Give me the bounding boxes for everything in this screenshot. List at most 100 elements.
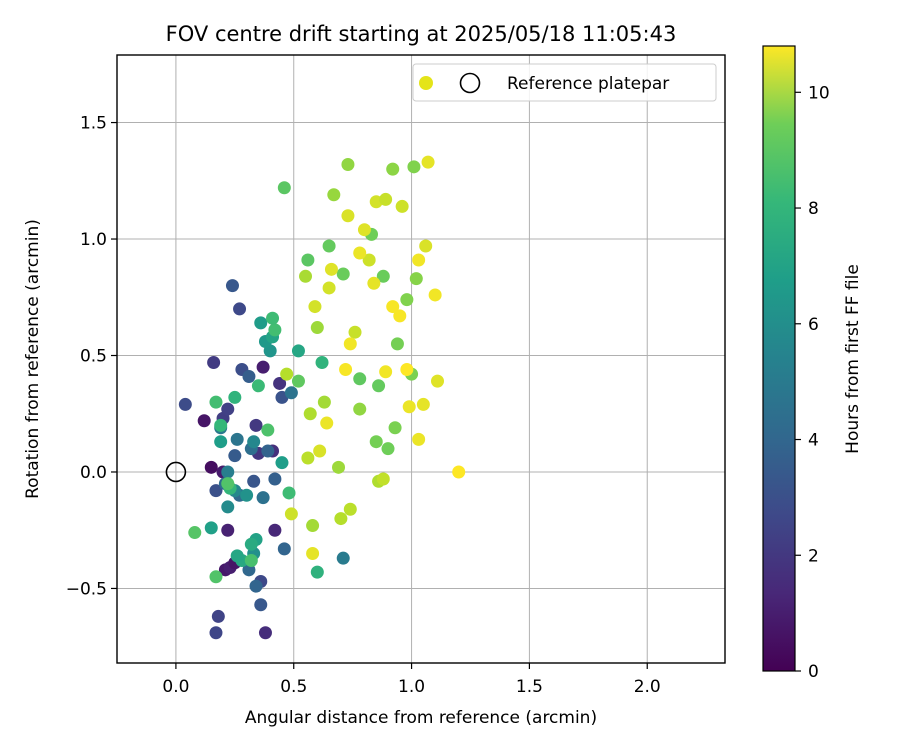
data-point xyxy=(188,526,202,540)
data-point xyxy=(207,355,221,369)
data-point xyxy=(388,421,402,435)
data-point xyxy=(247,435,261,449)
data-point xyxy=(256,491,270,505)
legend-box xyxy=(412,63,717,102)
data-point xyxy=(178,397,192,411)
data-point xyxy=(291,344,305,358)
colorbar: 0 2 4 6 8 10 Hours from first FF file xyxy=(762,45,863,682)
data-point xyxy=(204,460,218,474)
data-point xyxy=(336,267,350,281)
data-point xyxy=(315,355,329,369)
data-point xyxy=(256,360,270,374)
data-point xyxy=(317,395,331,409)
data-point xyxy=(266,311,280,325)
data-point xyxy=(407,160,421,174)
y-tick-label: 0.0 xyxy=(80,463,107,483)
data-point xyxy=(209,484,223,498)
data-point xyxy=(273,376,287,390)
axes-frame xyxy=(116,54,726,664)
x-tick-label: 1.0 xyxy=(398,677,425,697)
legend-reference-marker xyxy=(459,72,481,94)
data-point xyxy=(225,279,239,293)
y-axis-label: Rotation from reference (arcmin) xyxy=(23,219,43,499)
data-point xyxy=(341,209,355,223)
data-point xyxy=(334,512,348,526)
data-point xyxy=(379,192,393,206)
data-point xyxy=(299,269,313,283)
grid xyxy=(117,55,725,663)
data-point xyxy=(221,465,235,479)
data-point xyxy=(242,369,256,383)
data-point xyxy=(313,444,327,458)
colorbar-gradient xyxy=(762,45,796,672)
data-point xyxy=(402,400,416,414)
data-point xyxy=(390,337,404,351)
data-point xyxy=(320,416,334,430)
data-point xyxy=(322,239,336,253)
data-point xyxy=(247,474,261,488)
data-point xyxy=(214,418,228,432)
data-point xyxy=(339,362,353,376)
x-tick-label: 2.0 xyxy=(634,677,661,697)
data-point xyxy=(301,451,315,465)
data-point xyxy=(275,456,289,470)
data-point xyxy=(409,272,423,286)
data-point xyxy=(310,321,324,335)
x-tick-label: 0.0 xyxy=(162,677,189,697)
data-point xyxy=(254,316,268,330)
data-point xyxy=(362,253,376,267)
x-tick-label: 1.5 xyxy=(516,677,543,697)
x-axis: 0.0 0.5 1.0 1.5 2.0 xyxy=(162,663,661,697)
data-point xyxy=(280,367,294,381)
plot-area xyxy=(116,54,726,664)
data-point xyxy=(233,302,247,316)
data-point xyxy=(306,547,320,561)
colorbar-tick-label: 2 xyxy=(808,546,819,566)
colorbar-tick-label: 8 xyxy=(808,199,819,219)
x-axis-label: Angular distance from reference (arcmin) xyxy=(245,708,597,728)
data-point xyxy=(209,626,223,640)
colorbar-tick-label: 0 xyxy=(808,662,819,682)
data-point xyxy=(230,432,244,446)
data-point xyxy=(322,281,336,295)
data-point xyxy=(327,188,341,202)
data-point xyxy=(416,397,430,411)
data-point xyxy=(400,362,414,376)
data-point xyxy=(249,579,263,593)
data-point xyxy=(332,460,346,474)
data-point xyxy=(310,565,324,579)
colorbar-tick-label: 10 xyxy=(808,83,830,103)
y-tick-label: 1.0 xyxy=(80,230,107,250)
data-point xyxy=(301,253,315,267)
data-point xyxy=(428,288,442,302)
data-point xyxy=(393,309,407,323)
data-point xyxy=(369,435,383,449)
data-point xyxy=(249,418,263,432)
data-point xyxy=(277,542,291,556)
data-point xyxy=(324,262,338,276)
data-point xyxy=(412,253,426,267)
data-point xyxy=(348,325,362,339)
data-point xyxy=(268,523,282,537)
data-point xyxy=(357,223,371,237)
data-point xyxy=(421,155,435,169)
data-point xyxy=(341,157,355,171)
y-tick-label: −0.5 xyxy=(66,579,107,599)
data-point xyxy=(268,323,282,337)
legend-scatter-marker xyxy=(419,76,433,90)
data-point xyxy=(244,554,258,568)
data-point xyxy=(268,472,282,486)
data-point xyxy=(228,449,242,463)
data-point xyxy=(258,626,272,640)
colorbar-tick-label: 6 xyxy=(808,315,819,335)
data-point xyxy=(400,293,414,307)
data-point xyxy=(221,477,235,491)
data-point xyxy=(211,609,225,623)
data-point xyxy=(230,549,244,563)
data-point xyxy=(419,239,433,253)
colorbar-label: Hours from first FF file xyxy=(843,264,863,454)
data-point xyxy=(379,365,393,379)
data-point xyxy=(284,386,298,400)
